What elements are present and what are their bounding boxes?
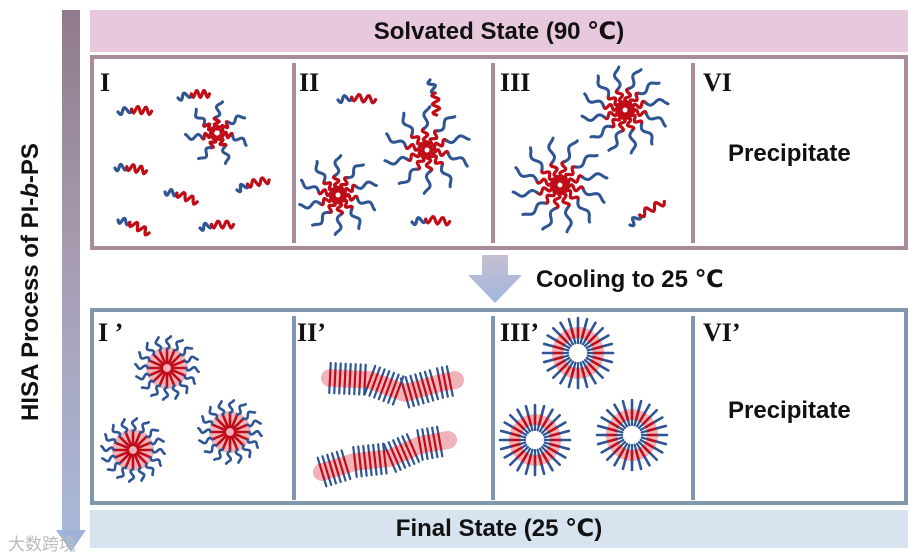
panel-divider [491, 316, 495, 500]
panel-divider [292, 63, 296, 243]
final-state-panels [90, 308, 908, 505]
panel-divider [691, 63, 695, 243]
panel-label-III-prime: III’ [500, 318, 540, 347]
process-arrow-head [56, 530, 86, 552]
panel-label-I-prime: I ’ [98, 318, 124, 347]
precipitate-label-final: Precipitate [728, 397, 851, 424]
solvated-state-header: Solvated State (90 ℃) [90, 10, 908, 52]
precipitate-label: Precipitate [728, 140, 851, 167]
final-state-header: Final State (25 ℃) [90, 510, 908, 548]
panel-label-VI-prime: VI’ [703, 318, 741, 347]
panel-divider [292, 316, 296, 500]
vertical-process-bar [62, 10, 80, 535]
panel-label-VI: VI [703, 68, 732, 97]
panel-label-III: III [500, 68, 531, 97]
panel-label-II: II [299, 68, 320, 97]
cooling-label: Cooling to 25 ℃ [536, 266, 724, 293]
panel-label-II-prime: II’ [297, 318, 326, 347]
panel-divider [491, 63, 495, 243]
cooling-arrow [468, 255, 522, 303]
panel-divider [691, 316, 695, 500]
solvated-state-panels [90, 55, 908, 250]
panel-label-I: I [100, 68, 111, 97]
watermark-logo: 大数跨境 [8, 535, 76, 554]
